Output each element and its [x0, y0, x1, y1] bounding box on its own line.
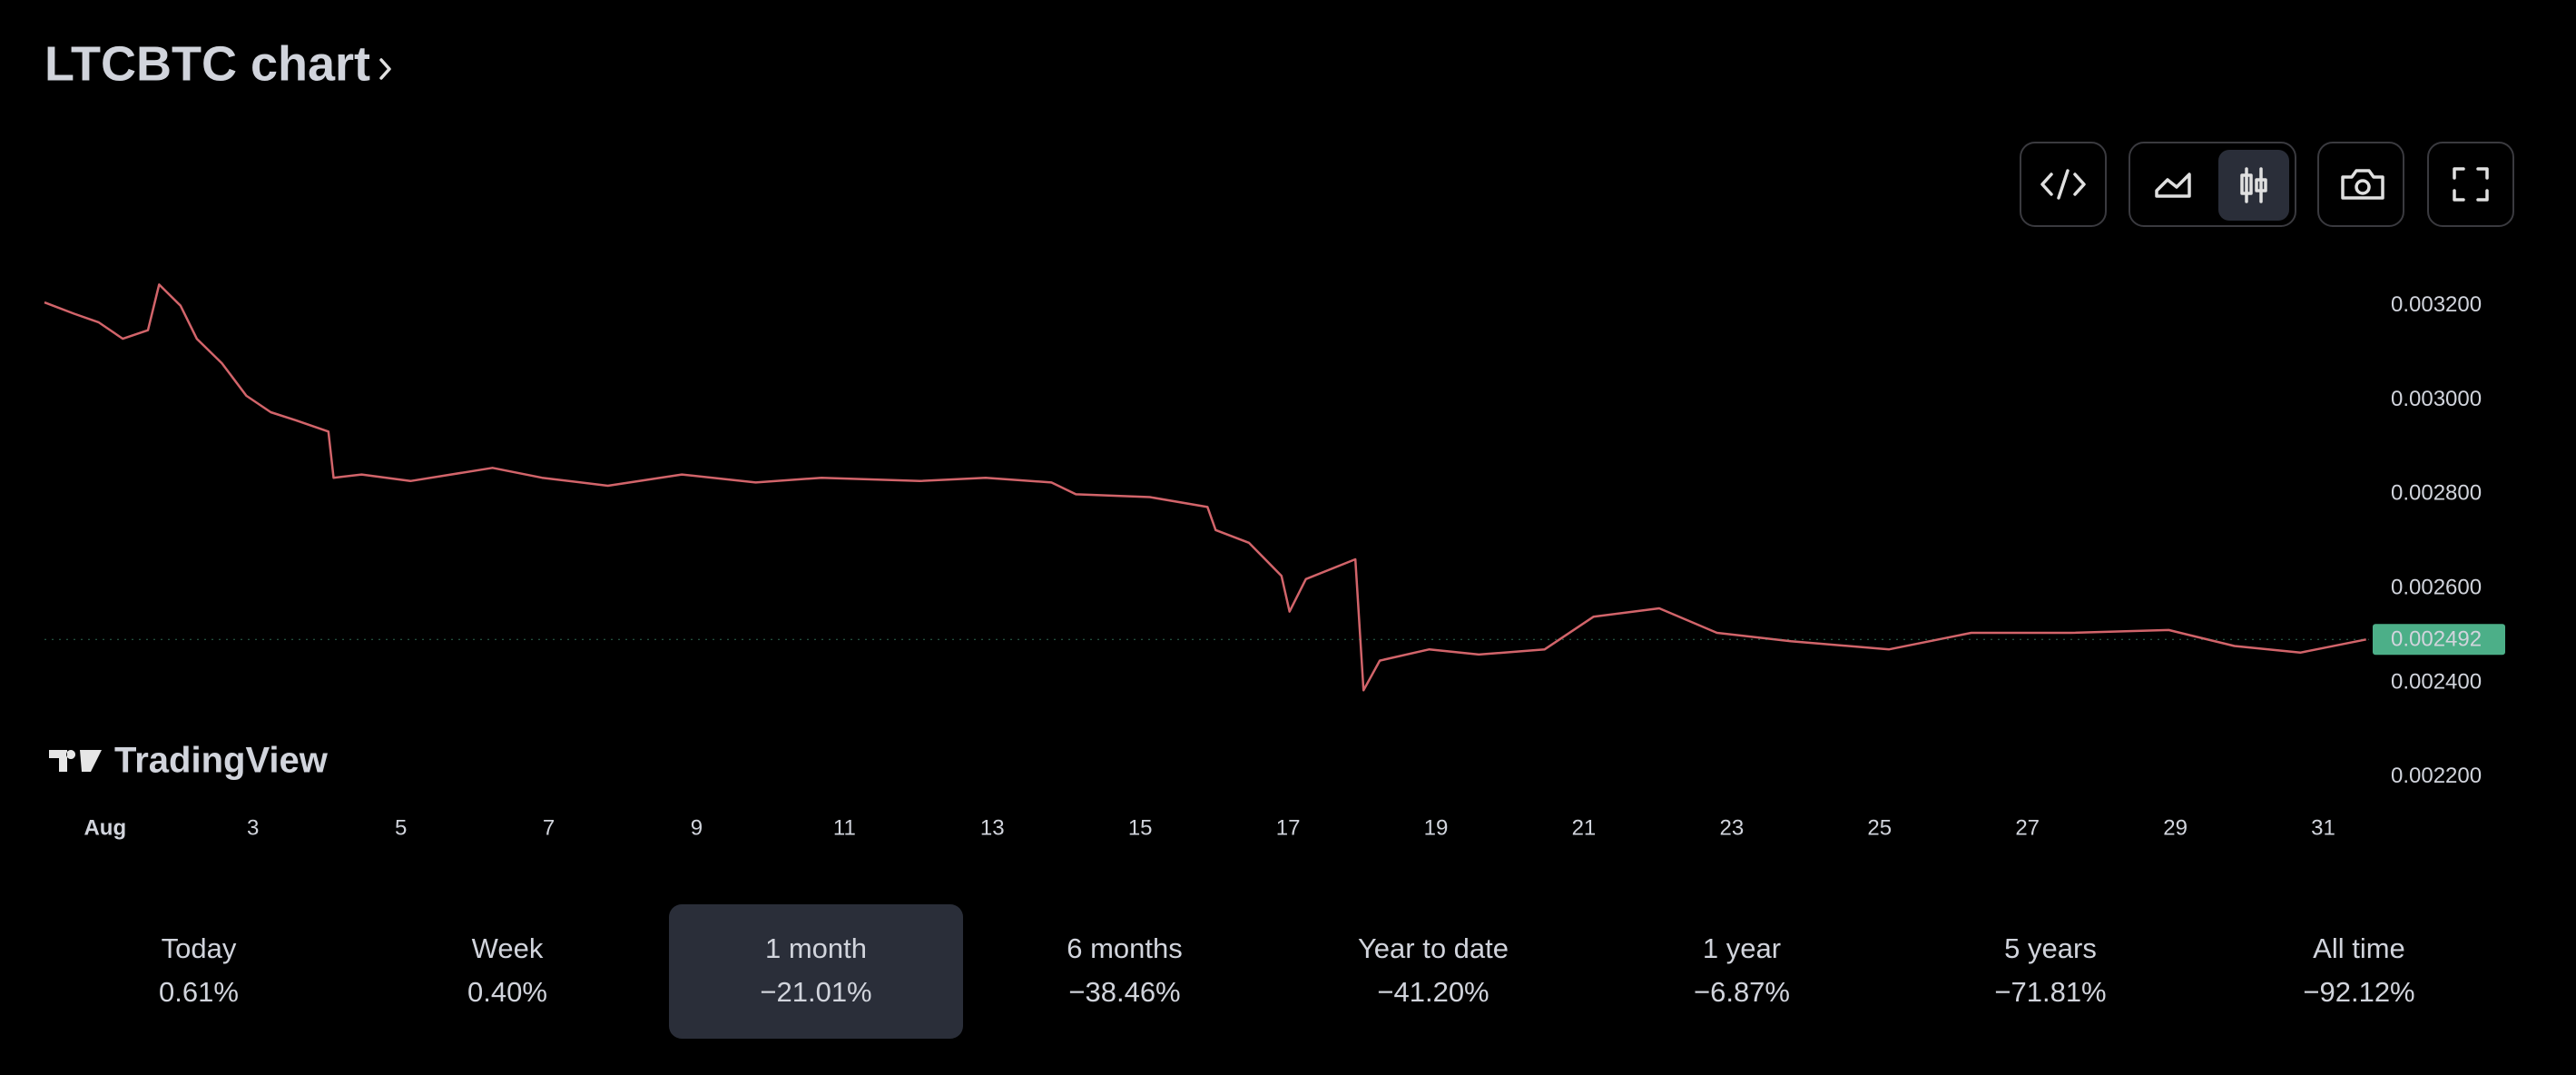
period-tab[interactable]: Week 0.40%: [467, 932, 547, 1008]
watermark-text: TradingView: [114, 741, 329, 781]
period-label: 1 month: [765, 932, 867, 964]
x-tick-label: 21: [1572, 815, 1597, 840]
x-tick-label: 13: [980, 815, 1005, 840]
camera-icon: [2341, 169, 2384, 200]
toolbar: [2020, 142, 2514, 227]
x-tick-label: 17: [1276, 815, 1301, 840]
button-frame[interactable]: [2427, 142, 2514, 227]
last-price-label: 0.002492: [2391, 627, 2482, 652]
chart-style-toggle: [2129, 142, 2296, 227]
price-line: [44, 283, 2366, 692]
title-chevron[interactable]: [379, 58, 391, 80]
watermark-logo: [49, 750, 102, 772]
x-tick-label: 11: [833, 815, 856, 840]
y-tick-label: 0.003200: [2391, 292, 2482, 317]
button-frame[interactable]: [2020, 142, 2107, 227]
x-tick-label: 31: [2311, 815, 2335, 840]
last-price-badge: [2373, 624, 2505, 656]
period-label: All time: [2313, 932, 2405, 964]
fullscreen-icon: [2453, 167, 2489, 202]
toggle-frame: [2129, 142, 2296, 227]
period-change: −21.01%: [760, 976, 871, 1008]
period-label: Today: [162, 932, 237, 964]
embed-button[interactable]: [2020, 142, 2107, 227]
x-tick-label: Aug: [84, 815, 126, 840]
x-tick-label: 23: [1719, 815, 1744, 840]
period-label: Week: [472, 932, 544, 964]
period-tab[interactable]: Today 0.61%: [159, 932, 239, 1008]
x-tick-label: 15: [1128, 815, 1153, 840]
candle-button-selected[interactable]: [2218, 150, 2289, 221]
candle-icon: [2240, 167, 2267, 203]
period-label: 6 months: [1067, 932, 1183, 964]
x-tick-label: 7: [543, 815, 555, 840]
y-tick-label: 0.002400: [2391, 669, 2482, 694]
y-tick-label: 0.003000: [2391, 387, 2482, 411]
embed-icon: [2040, 169, 2086, 200]
x-tick-label: 9: [691, 815, 703, 840]
y-tick-label: 0.002800: [2391, 481, 2482, 506]
y-tick-label: 0.002200: [2391, 764, 2482, 788]
period-tab[interactable]: Year to date −41.20%: [1358, 932, 1509, 1008]
period-change: 0.40%: [467, 976, 547, 1008]
x-tick-label: 5: [395, 815, 407, 840]
period-label: 1 year: [1703, 932, 1781, 964]
period-change: −92.12%: [2303, 976, 2414, 1008]
period-label: 5 years: [2004, 932, 2097, 964]
snapshot-button[interactable]: [2317, 142, 2404, 227]
watermark: TradingView: [49, 741, 329, 781]
period-tab[interactable]: 6 months −38.46%: [1067, 932, 1183, 1008]
period-change: 0.61%: [159, 976, 239, 1008]
fullscreen-button[interactable]: [2427, 142, 2514, 227]
period-change: −38.46%: [1068, 976, 1180, 1008]
x-tick-label: 25: [1867, 815, 1892, 840]
x-tick-label: 29: [2163, 815, 2188, 840]
x-tick-label: 3: [247, 815, 259, 840]
period-tab[interactable]: 5 years −71.81%: [1994, 932, 2106, 1008]
period-change: −71.81%: [1994, 976, 2106, 1008]
period-label: Year to date: [1358, 932, 1509, 964]
period-tab[interactable]: 1 month −21.01%: [669, 904, 963, 1039]
button-frame[interactable]: [2317, 142, 2404, 227]
area-icon[interactable]: [2155, 173, 2191, 198]
period-tab[interactable]: 1 year −6.87%: [1694, 932, 1790, 1008]
x-tick-label: 27: [2015, 815, 2040, 840]
chart-title[interactable]: LTCBTC chart: [44, 36, 370, 91]
period-tab-selected: [669, 904, 963, 1039]
camera-lens: [2355, 179, 2371, 195]
period-change: −41.20%: [1377, 976, 1489, 1008]
y-tick-label: 0.002600: [2391, 576, 2482, 600]
period-tab[interactable]: All time −92.12%: [2303, 932, 2414, 1008]
period-change: −6.87%: [1694, 976, 1790, 1008]
x-tick-label: 19: [1424, 815, 1449, 840]
